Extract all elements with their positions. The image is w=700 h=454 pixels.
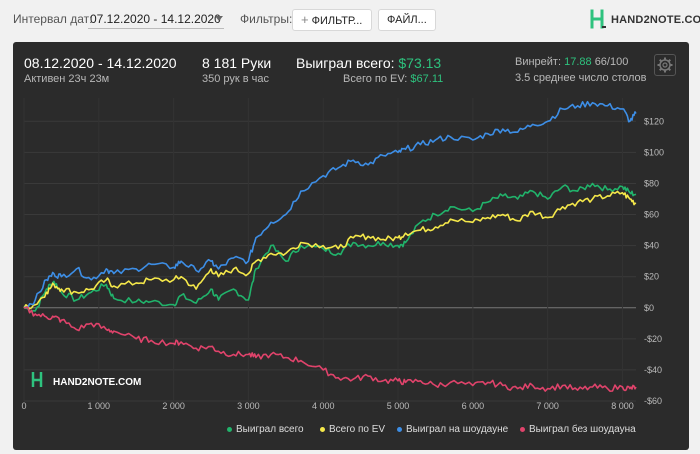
- date-range-underline: [88, 28, 224, 29]
- results-panel: 08.12.2020 - 14.12.2020 Активен 23ч 23м …: [13, 42, 689, 450]
- won-total-label: Выиграл всего:: [296, 55, 395, 71]
- legend-item-showdown[interactable]: Выиграл на шоудауне: [397, 424, 508, 435]
- plus-icon: +: [301, 12, 309, 27]
- active-time: Активен 23ч 23м: [24, 73, 110, 85]
- y-tick-label: $60: [644, 210, 659, 220]
- gear-icon: [657, 57, 673, 73]
- y-tick-label: $20: [644, 272, 659, 282]
- watermark-text: HAND2NOTE.COM: [53, 377, 141, 388]
- won-total-value: $73.13: [398, 55, 442, 71]
- date-range-select[interactable]: 07.12.2020 - 14.12.2020: [90, 12, 221, 26]
- series-line-1: [23, 190, 637, 310]
- series-line-0: [23, 182, 637, 313]
- x-tick-label: 3 000: [237, 401, 260, 411]
- filter-button-label: ФИЛЬТР...: [311, 15, 363, 27]
- legend-dot-icon: [397, 426, 402, 432]
- legend-item-non-showdown[interactable]: Выиграл без шоудауна: [520, 424, 636, 435]
- hands-per-hour: 350 рук в час: [202, 73, 270, 85]
- y-tick-label: $80: [644, 178, 659, 188]
- winrate-extra: 66/100: [594, 56, 629, 68]
- file-button[interactable]: ФАЙЛ...: [378, 9, 436, 31]
- x-tick-label: 8 000: [611, 401, 634, 411]
- winrate-label: Винрейт:: [515, 56, 562, 68]
- y-tick-label: -$60: [644, 396, 662, 406]
- winrate: Винрейт: 17.88 66/100: [515, 56, 628, 68]
- y-tick-label: -$40: [644, 365, 662, 375]
- chart-axes: $120 $100 $80 $60 $40 $20 $0 -$20 -$40 -$60 0 1 000…: [21, 116, 664, 411]
- chart-series: [23, 100, 637, 392]
- interval-label: Интервал дат:: [13, 12, 93, 26]
- won-total: Выиграл всего: $73.13: [296, 55, 441, 71]
- period-range: 08.12.2020 - 14.12.2020: [24, 55, 177, 71]
- watermark-logo: HAND2NOTE.COM: [31, 372, 141, 388]
- hand2note-logo-icon: [590, 9, 606, 29]
- chart-grid: [23, 98, 636, 402]
- x-tick-label: 6 000: [462, 401, 485, 411]
- filters-label: Фильтры:: [240, 12, 293, 26]
- series-line-3: [23, 306, 637, 392]
- series-line-2: [23, 100, 637, 309]
- x-tick-label: 2 000: [162, 401, 185, 411]
- legend-label: Всего по EV: [329, 424, 386, 435]
- y-tick-label: $0: [644, 303, 654, 313]
- brand-name: HAND2NOTE.COM: [611, 14, 700, 26]
- legend-label: Выиграл на шоудауне: [406, 424, 509, 435]
- legend-item-won-total[interactable]: Выиграл всего: [227, 424, 304, 435]
- legend-label: Выиграл всего: [236, 424, 304, 435]
- file-button-label: ФАЙЛ...: [387, 14, 427, 26]
- legend-dot-icon: [320, 426, 325, 432]
- hands-count: 8 181 Руки: [202, 55, 272, 71]
- x-tick-label: 7 000: [536, 401, 559, 411]
- settings-button[interactable]: [654, 54, 676, 76]
- filter-button[interactable]: + ФИЛЬТР...: [292, 9, 372, 31]
- legend-label: Выиграл без шоудауна: [529, 424, 636, 435]
- x-tick-label: 0: [21, 401, 26, 411]
- x-tick-label: 1 000: [88, 401, 111, 411]
- profit-line-chart: $120 $100 $80 $60 $40 $20 $0 -$20 -$40 -$60 0 1 000…: [21, 98, 664, 411]
- top-toolbar: Интервал дат: 07.12.2020 - 14.12.2020 Фи…: [0, 0, 700, 38]
- legend-dot-icon: [520, 426, 525, 432]
- x-tick-label: 4 000: [312, 401, 335, 411]
- ev-total: Всего по EV: $67.11: [343, 73, 443, 85]
- chevron-down-icon[interactable]: [215, 16, 223, 21]
- ev-total-label: Всего по EV:: [343, 73, 408, 85]
- y-tick-label: -$20: [644, 334, 662, 344]
- legend-dot-icon: [227, 426, 232, 432]
- x-tick-label: 5 000: [387, 401, 410, 411]
- ev-total-value: $67.11: [410, 73, 444, 85]
- legend-item-ev[interactable]: Всего по EV: [320, 424, 385, 435]
- avg-tables: 3.5 среднее число столов: [515, 72, 647, 84]
- y-tick-label: $100: [644, 147, 664, 157]
- y-tick-label: $120: [644, 116, 664, 126]
- y-tick-label: $40: [644, 241, 659, 251]
- winrate-value: 17.88: [564, 56, 592, 68]
